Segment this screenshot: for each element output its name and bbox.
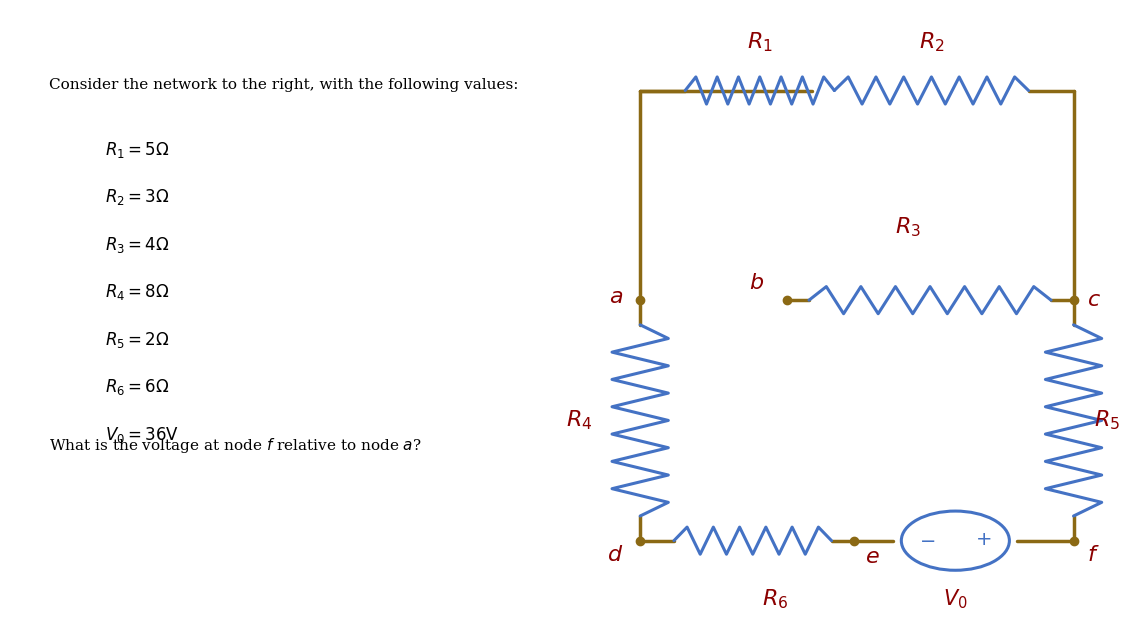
Text: $R_6$: $R_6$ — [762, 587, 788, 611]
Text: $R_1 = 5\Omega$: $R_1 = 5\Omega$ — [105, 140, 170, 160]
Text: $R_3$: $R_3$ — [895, 215, 921, 239]
Text: $V_0$: $V_0$ — [943, 587, 967, 611]
Text: $c$: $c$ — [1088, 289, 1101, 311]
Text: $R_4 = 8\Omega$: $R_4 = 8\Omega$ — [105, 282, 170, 302]
Text: $R_3 = 4\Omega$: $R_3 = 4\Omega$ — [105, 235, 170, 255]
Text: $R_2 = 3\Omega$: $R_2 = 3\Omega$ — [105, 188, 170, 208]
Text: $R_5$: $R_5$ — [1094, 409, 1120, 432]
Text: $+$: $+$ — [975, 530, 992, 549]
Text: Consider the network to the right, with the following values:: Consider the network to the right, with … — [49, 78, 518, 92]
Text: $R_2$: $R_2$ — [919, 30, 945, 54]
Text: $e$: $e$ — [865, 546, 880, 568]
Text: What is the voltage at node $f$ relative to node $a$?: What is the voltage at node $f$ relative… — [49, 436, 422, 455]
Text: $V_0 = 36\mathrm{V}$: $V_0 = 36\mathrm{V}$ — [105, 425, 179, 445]
Text: $f$: $f$ — [1088, 544, 1100, 566]
Text: $d$: $d$ — [607, 544, 624, 566]
Text: $R_5 = 2\Omega$: $R_5 = 2\Omega$ — [105, 330, 170, 350]
Text: $R_1$: $R_1$ — [747, 30, 772, 54]
Text: $R_6 = 6\Omega$: $R_6 = 6\Omega$ — [105, 378, 170, 398]
Text: $R_4$: $R_4$ — [567, 409, 593, 432]
Text: $b$: $b$ — [748, 272, 764, 294]
Text: $a$: $a$ — [609, 286, 624, 308]
Text: $-$: $-$ — [919, 530, 936, 549]
